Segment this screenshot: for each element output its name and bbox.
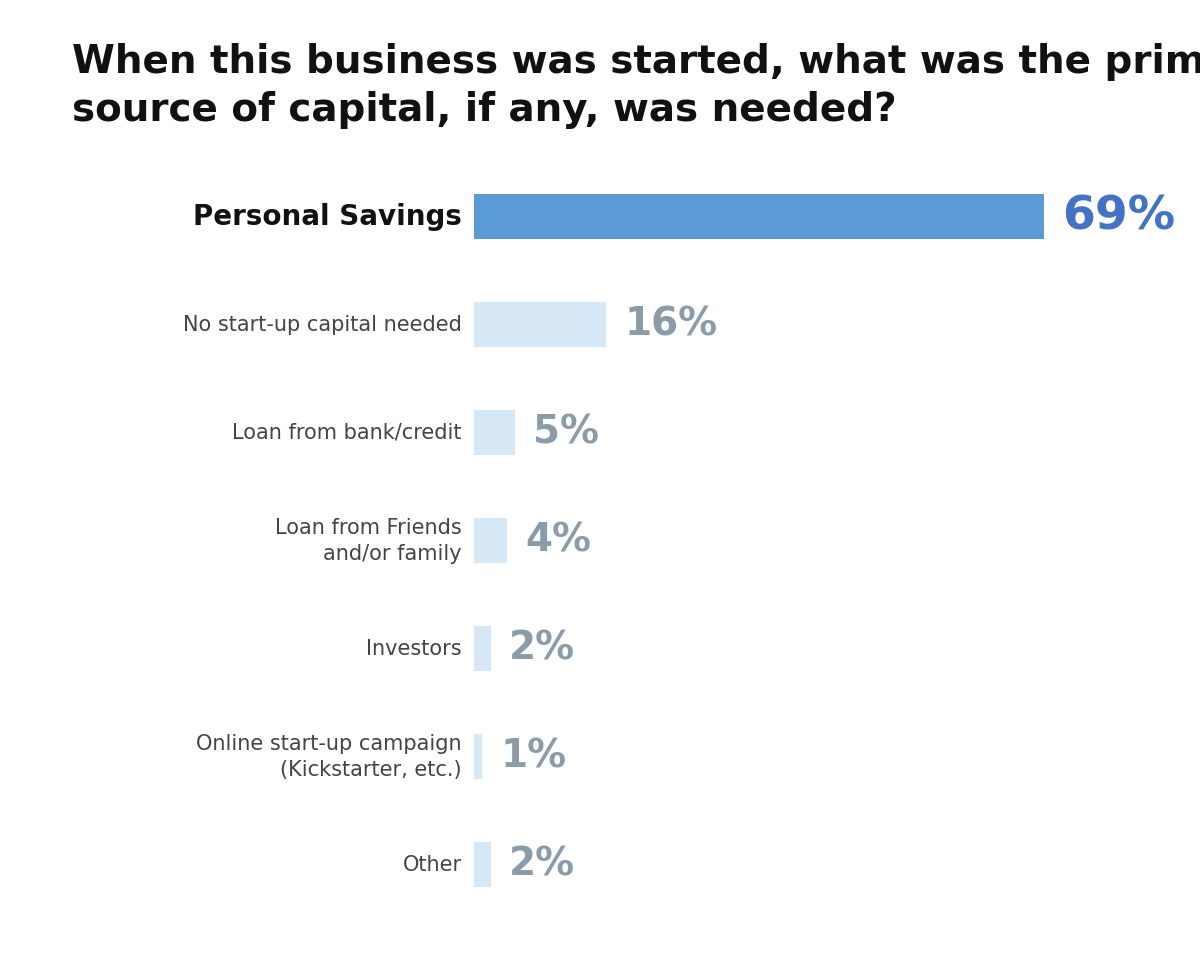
Text: No start-up capital needed: No start-up capital needed xyxy=(184,315,462,335)
Text: source of capital, if any, was needed?: source of capital, if any, was needed? xyxy=(72,91,896,129)
Text: When this business was started, what was the primary: When this business was started, what was… xyxy=(72,43,1200,81)
Text: 5%: 5% xyxy=(533,413,599,452)
Text: 2%: 2% xyxy=(509,630,575,668)
Text: 2%: 2% xyxy=(509,846,575,883)
Text: Loan from Friends
and/or family: Loan from Friends and/or family xyxy=(275,518,462,564)
Text: Investors: Investors xyxy=(366,638,462,658)
Text: 69%: 69% xyxy=(1062,194,1175,239)
Text: Loan from bank/credit: Loan from bank/credit xyxy=(233,423,462,443)
Text: 4%: 4% xyxy=(526,522,592,560)
Text: Online start-up campaign
(Kickstarter, etc.): Online start-up campaign (Kickstarter, e… xyxy=(197,734,462,780)
Text: Other: Other xyxy=(403,855,462,875)
Text: 16%: 16% xyxy=(624,305,718,344)
Text: Personal Savings: Personal Savings xyxy=(193,203,462,231)
Text: 1%: 1% xyxy=(500,738,566,776)
